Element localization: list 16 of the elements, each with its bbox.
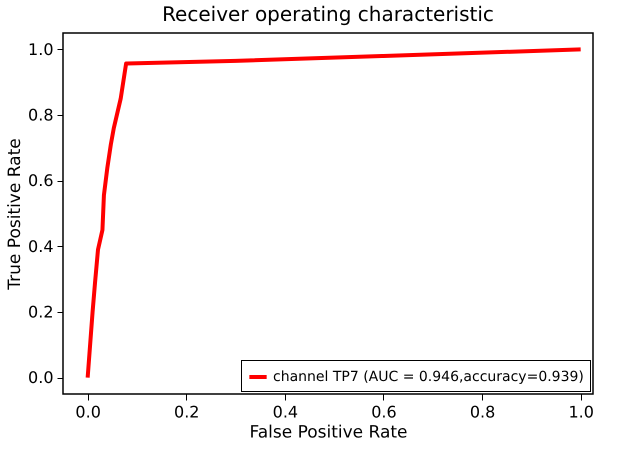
chart-title: Receiver operating characteristic (162, 2, 494, 26)
x-tick-label: 0.8 (470, 402, 496, 422)
y-tick-label: 1.0 (28, 40, 54, 59)
y-tick-label: 0.4 (28, 236, 54, 256)
x-axis-title: False Positive Rate (250, 422, 408, 442)
y-tick-label: 0.0 (28, 368, 54, 388)
x-tick-label: 0.4 (272, 402, 298, 422)
y-tick-label: 0.2 (28, 302, 54, 322)
x-tick-label: 0.6 (371, 402, 397, 422)
x-tick-label: 1.0 (568, 402, 594, 422)
y-tick-label: 0.6 (28, 171, 54, 190)
y-axis-title: True Positive Rate (5, 138, 26, 291)
x-tick-label: 0.2 (174, 402, 200, 422)
legend-label: channel TP7 (AUC = 0.946,accuracy=0.939) (273, 369, 584, 385)
y-tick-label: 0.8 (28, 106, 54, 125)
x-tick-label: 0.0 (75, 402, 101, 422)
